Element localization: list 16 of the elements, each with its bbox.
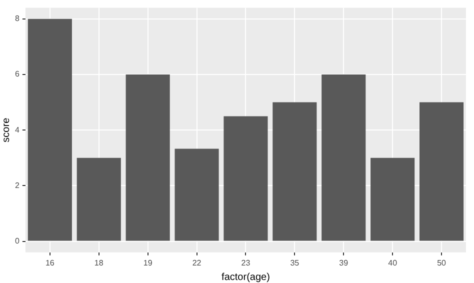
y-tick-label: 8 bbox=[14, 14, 20, 24]
x-tick-label: 40 bbox=[388, 258, 398, 268]
x-tick-label: 22 bbox=[192, 258, 202, 268]
y-tick-label: 2 bbox=[14, 180, 20, 190]
x-tick-label: 16 bbox=[45, 258, 55, 268]
x-tick-label: 35 bbox=[290, 258, 300, 268]
y-tick-label: 4 bbox=[14, 125, 20, 134]
y-tick-label: 6 bbox=[14, 70, 20, 79]
x-tick-label: 50 bbox=[437, 258, 447, 268]
x-tick-label: 39 bbox=[339, 258, 349, 268]
y-axis-title: score bbox=[0, 117, 12, 142]
y-tick-label: 0 bbox=[14, 236, 20, 246]
x-axis-title: factor(age) bbox=[222, 272, 270, 283]
x-tick-label: 18 bbox=[94, 258, 104, 268]
x-tick-label: 19 bbox=[143, 258, 153, 268]
x-tick-label: 23 bbox=[241, 258, 251, 268]
